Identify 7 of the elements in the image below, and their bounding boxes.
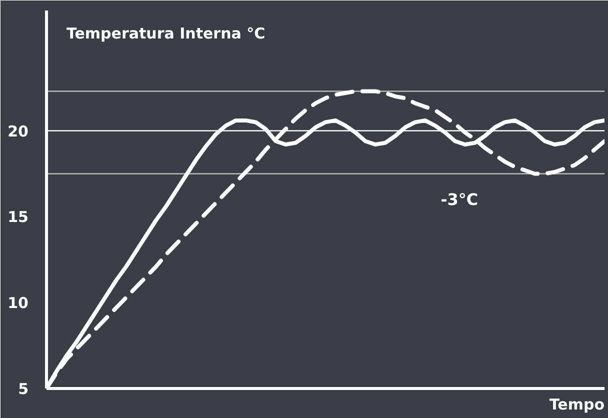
x-axis-title: Tempo (549, 396, 605, 414)
y-tick-label: 15 (8, 208, 28, 226)
y-tick-label: 5 (18, 380, 28, 398)
annotation: -3°C (440, 190, 478, 209)
y-tick-label: 10 (8, 294, 28, 312)
y-axis-title: Temperatura Interna °C (66, 24, 266, 42)
y-tick-label: 20 (8, 122, 28, 140)
